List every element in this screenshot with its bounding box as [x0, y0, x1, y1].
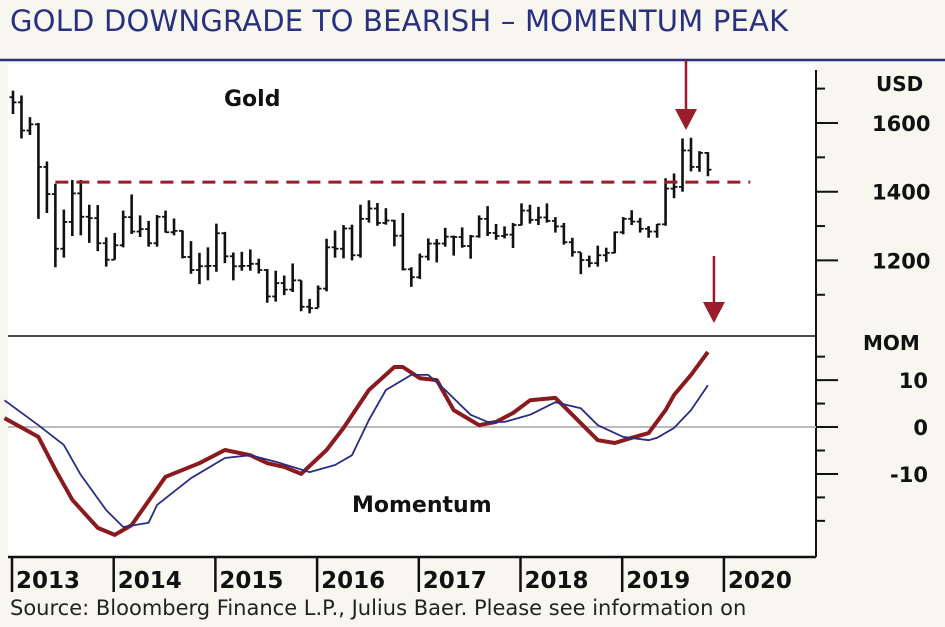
momentum-panel-label: Momentum	[352, 493, 492, 518]
year-label: 2016	[321, 568, 385, 594]
year-label: 2018	[525, 568, 589, 594]
year-label: 2014	[118, 568, 182, 594]
momentum-tick-label: -10	[890, 463, 928, 487]
momentum-slow-line	[3, 373, 709, 528]
gold-panel-label: Gold	[224, 87, 280, 112]
year-label: 2017	[423, 568, 487, 594]
gold-tick-label: 1600	[872, 112, 930, 136]
gold-peak-arrow-icon	[675, 109, 697, 130]
source-note: Source: Bloomberg Finance L.P., Julius B…	[10, 596, 747, 620]
gold-unit-label: USD	[876, 72, 923, 96]
year-label: 2013	[16, 568, 80, 594]
momentum-tick-label: 10	[899, 369, 928, 393]
momentum-peak-arrow-icon	[702, 302, 725, 323]
plot-area	[8, 64, 816, 557]
momentum-tick-label: 0	[913, 416, 928, 440]
year-label: 2019	[626, 568, 690, 594]
year-label: 2015	[219, 568, 283, 594]
gold-tick-label: 1400	[872, 181, 930, 205]
chart-title: GOLD DOWNGRADE TO BEARISH – MOMENTUM PEA…	[10, 4, 789, 38]
gold-tick-label: 1200	[872, 249, 930, 273]
momentum-unit-label: MOM	[863, 331, 920, 355]
year-label: 2020	[728, 568, 792, 594]
